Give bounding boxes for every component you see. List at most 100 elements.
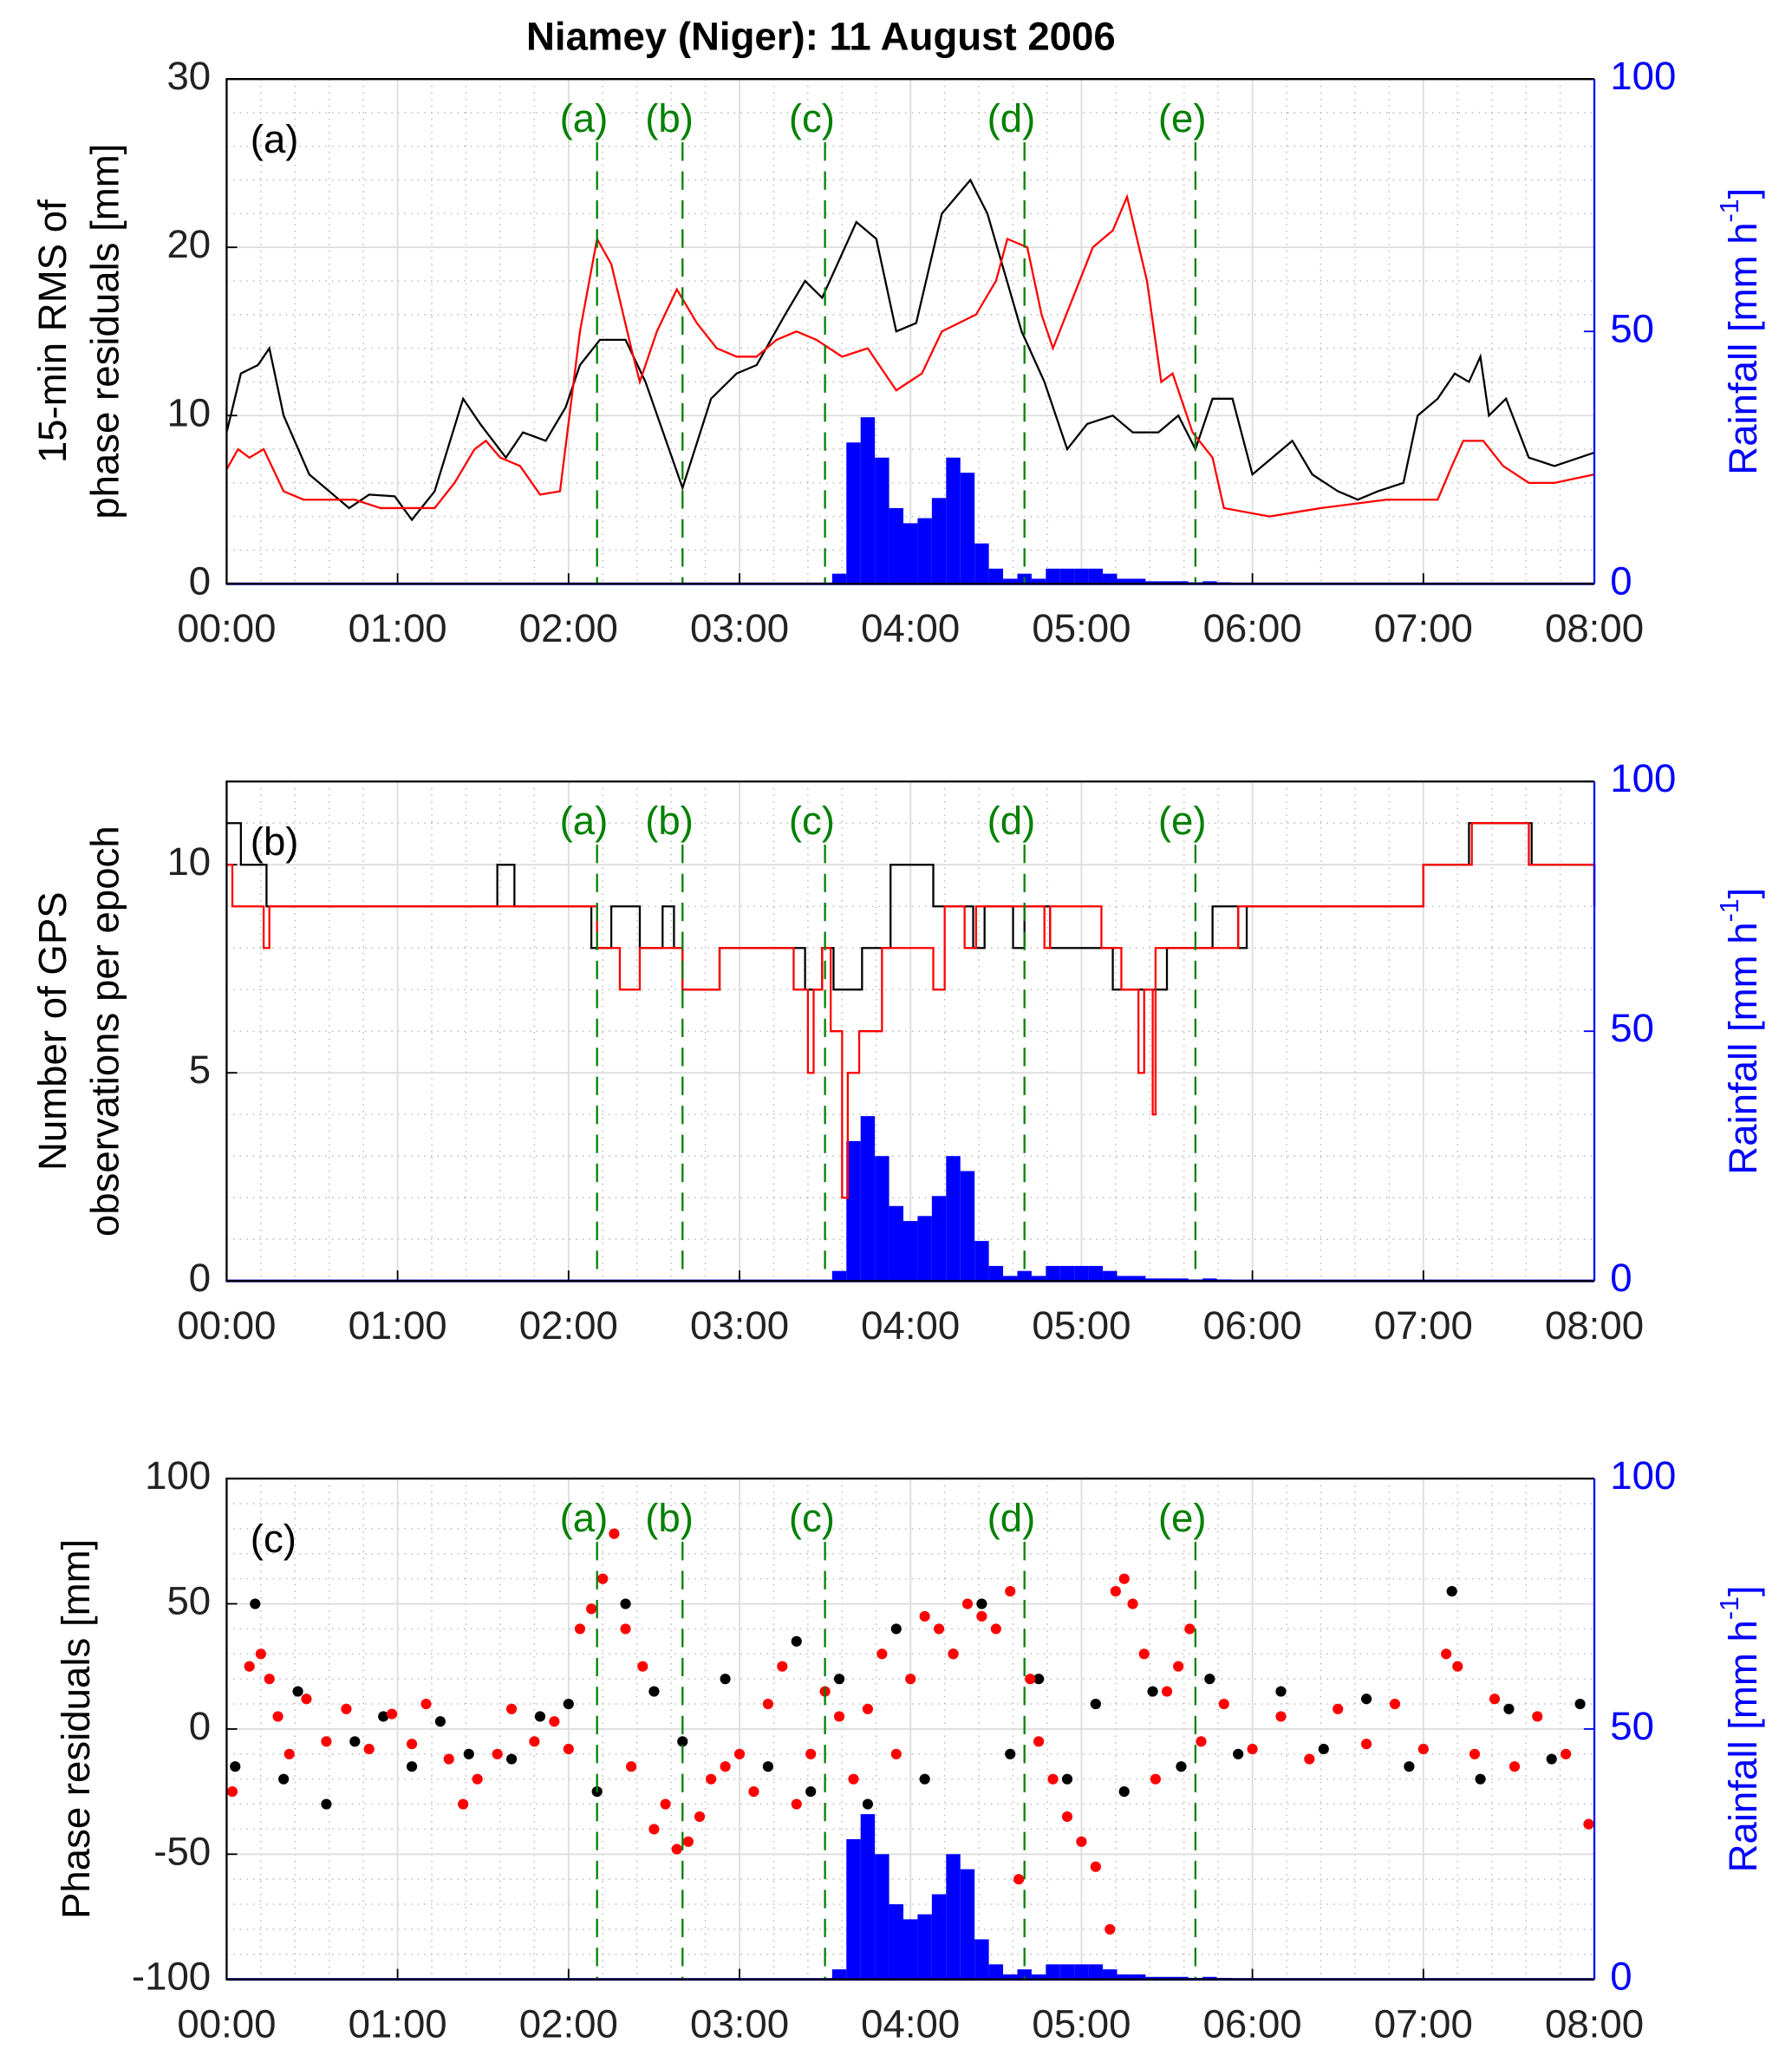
x-tick-label: 07:00	[1374, 2001, 1473, 2046]
residual-point	[1452, 1661, 1463, 1672]
residual-point	[833, 1711, 845, 1722]
y2-axis-label-part: ]	[1721, 188, 1765, 199]
x-tick-label: 01:00	[349, 1303, 447, 1348]
residual-point	[1417, 1743, 1429, 1755]
residual-point	[905, 1674, 916, 1685]
y2-tick-label: 50	[1610, 1704, 1654, 1748]
rainfall-bar	[917, 1914, 932, 1980]
event-label: (d)	[987, 799, 1036, 843]
residual-point	[1173, 1661, 1184, 1672]
residual-point	[862, 1798, 873, 1810]
rainfall-bar	[860, 1814, 876, 1980]
residual-point	[620, 1598, 631, 1609]
residual-point	[720, 1674, 731, 1685]
residual-point	[648, 1824, 660, 1835]
y-tick-label: 5	[189, 1048, 211, 1092]
y2-axis-label: Rainfall [mm h-1]	[1715, 1585, 1765, 1872]
residual-point	[255, 1648, 266, 1660]
residual-point	[694, 1811, 706, 1823]
panel: 00:00 01:00 02:00 03:00 04:00 05:00 06:00 07:00…	[30, 54, 1765, 650]
residual-point	[250, 1598, 261, 1609]
residual-point	[472, 1773, 483, 1785]
residual-point	[671, 1844, 682, 1855]
y2-axis-label-part: ]	[1721, 1585, 1765, 1596]
rainfall-bar	[1046, 1265, 1060, 1282]
residual-point	[363, 1743, 375, 1755]
rainfall-bar	[1117, 578, 1131, 584]
residual-point	[890, 1623, 902, 1635]
residual-point	[506, 1753, 518, 1765]
y-axis-label: Phase residuals [mm]	[54, 1539, 98, 1919]
y2-axis-label-part: -1	[1715, 1596, 1744, 1620]
residual-point	[805, 1748, 817, 1759]
residual-point	[1233, 1748, 1244, 1759]
residual-point	[890, 1748, 902, 1759]
axes-frame	[225, 1478, 1595, 1981]
event-label: (a)	[560, 799, 609, 843]
residual-point	[919, 1610, 930, 1622]
rainfall-bar	[960, 473, 975, 584]
residual-point	[1275, 1686, 1287, 1697]
residual-point	[948, 1648, 959, 1660]
residual-point	[1005, 1586, 1016, 1597]
residual-point	[1047, 1773, 1059, 1785]
rainfall-bar	[1031, 1974, 1046, 1980]
rainfall-bar	[1088, 1265, 1104, 1282]
y-axis-label: 15-min RMS of	[30, 199, 75, 463]
residual-point	[762, 1698, 773, 1710]
event-label: (b)	[645, 96, 694, 140]
rainfall-bar	[1059, 568, 1075, 584]
residual-point	[230, 1761, 241, 1772]
residual-point	[1583, 1818, 1594, 1830]
residual-point	[1469, 1748, 1481, 1759]
rainfall-bar	[960, 1171, 975, 1282]
y-tick-label: 10	[166, 839, 211, 884]
event-label: (c)	[789, 96, 835, 140]
x-tick-label: 01:00	[349, 2001, 447, 2046]
rainfall-bar	[846, 1838, 861, 1980]
y-tick-label: 0	[189, 1704, 211, 1748]
x-tick-label: 04:00	[861, 1303, 960, 1348]
y-axis-label: Number of GPS	[30, 891, 75, 1171]
rainfall-bar	[1103, 573, 1118, 584]
y2-axis-label-part: Rainfall [mm h	[1721, 1620, 1765, 1872]
residual-point	[1333, 1703, 1344, 1714]
rainfall-bar	[1131, 1974, 1146, 1980]
residual-point	[492, 1748, 503, 1759]
rainfall-bar	[860, 417, 876, 584]
y2-axis-label-part: Rainfall [mm h	[1721, 222, 1765, 474]
rainfall-bar	[831, 1969, 847, 1980]
x-tick-label: 08:00	[1545, 1303, 1644, 1348]
event-label: (d)	[987, 96, 1036, 140]
rainfall-bar	[1131, 1276, 1146, 1282]
rainfall-bar	[831, 1270, 847, 1282]
residual-point	[1318, 1743, 1329, 1755]
residual-point	[609, 1528, 620, 1539]
residual-point	[321, 1736, 332, 1747]
residual-point	[791, 1798, 802, 1810]
axes-frame	[225, 78, 1595, 585]
x-tick-label: 02:00	[519, 1303, 618, 1348]
y-tick-label: -50	[153, 1829, 211, 1873]
rainfall-bar	[831, 573, 847, 584]
x-tick-label: 05:00	[1032, 606, 1131, 650]
rainfall-bar	[889, 1904, 904, 1980]
residual-point	[748, 1786, 759, 1798]
rainfall-bar	[846, 1140, 861, 1282]
rainfall-bar	[846, 442, 861, 584]
y-tick-label: 10	[166, 390, 211, 434]
residual-point	[406, 1739, 418, 1750]
residual-point	[1475, 1773, 1486, 1785]
panel-label: (b)	[251, 819, 299, 864]
residual-point	[1532, 1711, 1543, 1722]
residual-point	[990, 1623, 1001, 1635]
residual-point	[563, 1743, 574, 1755]
residual-point	[1247, 1743, 1258, 1755]
x-tick-label: 07:00	[1374, 606, 1473, 650]
rainfall-bar	[931, 1894, 947, 1980]
series-line	[225, 193, 1595, 518]
y2-tick-label: 100	[1610, 1453, 1676, 1498]
y2-tick-label: 50	[1610, 306, 1654, 350]
rainfall-bar	[903, 1919, 918, 1980]
